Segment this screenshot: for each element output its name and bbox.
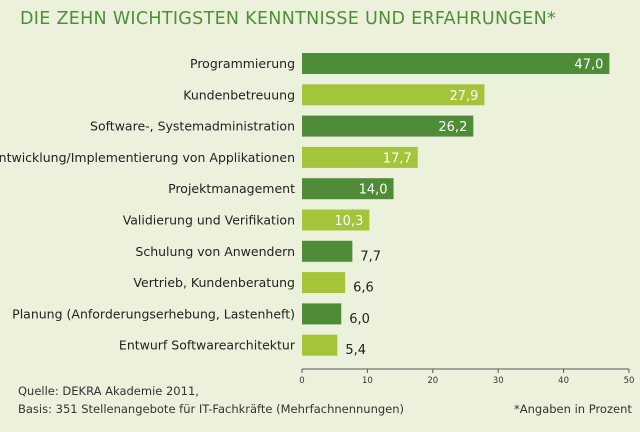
value-label: 47,0 — [574, 58, 603, 73]
category-label: Entwurf Softwarearchitektur — [119, 338, 296, 353]
chart-title: DIE ZEHN WICHTIGSTEN KENNTNISSE UND ERFA… — [20, 9, 557, 29]
value-label: 7,7 — [360, 249, 381, 264]
x-tick-label: 0 — [299, 376, 304, 386]
category-label: Schulung von Anwendern — [135, 244, 295, 259]
category-label: Kundenbetreuung — [183, 87, 295, 102]
x-tick-label: 20 — [427, 376, 438, 386]
x-tick-label: 10 — [362, 376, 373, 386]
bar-9 — [302, 334, 338, 356]
unit-note: *Angaben in Prozent — [514, 402, 632, 416]
x-tick-label: 50 — [624, 376, 635, 386]
category-label: Programmierung — [190, 56, 295, 71]
value-label: 17,7 — [383, 151, 412, 166]
category-label: Entwicklung/Implementierung von Applikat… — [0, 150, 295, 165]
value-label: 6,0 — [349, 312, 370, 327]
category-label: Projektmanagement — [168, 181, 295, 196]
bar-6 — [302, 240, 353, 262]
category-label: Vertrieb, Kundenberatung — [133, 275, 295, 290]
bar-3 — [302, 146, 418, 168]
bar-4 — [302, 178, 394, 200]
bar-2 — [302, 115, 474, 137]
value-label: 10,3 — [334, 214, 363, 229]
bar-8 — [302, 303, 342, 325]
x-tick-label: 30 — [493, 376, 504, 386]
source-note: Quelle: DEKRA Akademie 2011, — [18, 384, 199, 398]
basis-note: Basis: 351 Stellenangebote für IT-Fachkr… — [18, 402, 405, 416]
value-label: 26,2 — [438, 120, 467, 135]
category-label: Planung (Anforderungserhebung, Lastenhef… — [12, 306, 295, 321]
value-label: 27,9 — [450, 89, 479, 104]
value-label: 5,4 — [345, 343, 366, 358]
value-label: 6,6 — [353, 281, 374, 296]
value-label: 14,0 — [359, 183, 388, 198]
bar-1 — [302, 84, 485, 106]
bar-0 — [302, 53, 610, 74]
category-label: Software-, Systemadministration — [90, 119, 295, 134]
bar-7 — [302, 272, 346, 294]
bar-5 — [302, 209, 370, 231]
category-label: Validierung und Verifikation — [123, 213, 295, 228]
x-tick-label: 40 — [558, 376, 569, 386]
